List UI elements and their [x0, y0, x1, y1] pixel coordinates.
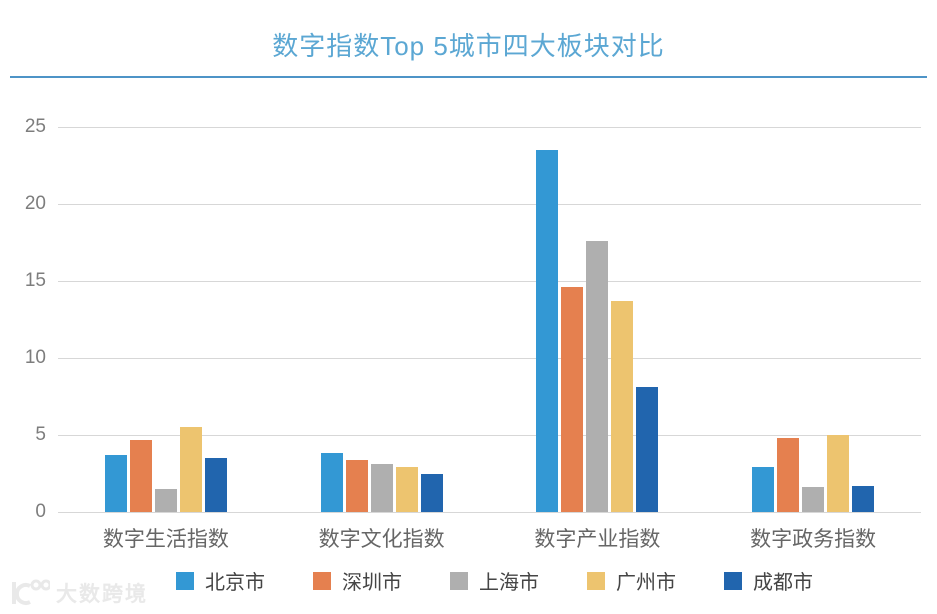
y-axis-tick-label: 5	[35, 424, 46, 445]
watermark-logo-icon	[12, 579, 50, 605]
x-axis-category-label: 数字产业指数	[534, 528, 661, 551]
legend-item: 广州市	[587, 566, 676, 595]
legend-swatch	[176, 571, 194, 590]
title-divider	[10, 76, 927, 78]
x-axis-category-label: 数字政务指数	[750, 528, 877, 551]
gridline	[58, 204, 921, 205]
watermark-text: 大数跨境	[56, 583, 148, 606]
chart-title: 数字指数Top 5城市四大板块对比	[272, 31, 665, 61]
legend-swatch	[587, 571, 605, 590]
legend-swatch	[450, 571, 468, 590]
bar	[586, 240, 609, 512]
bar	[104, 455, 127, 512]
y-axis-tick-label: 25	[24, 116, 46, 137]
legend-swatch	[313, 571, 331, 590]
gridline	[58, 435, 921, 436]
legend-label: 深圳市	[342, 572, 402, 594]
bar	[611, 301, 634, 512]
bar	[395, 467, 418, 512]
legend-label: 上海市	[479, 572, 539, 594]
bar	[420, 473, 443, 512]
legend-label: 北京市	[205, 572, 265, 594]
legend-label: 成都市	[753, 572, 813, 594]
bar	[129, 439, 152, 512]
x-axis-category-label: 数字文化指数	[318, 528, 445, 551]
bar	[204, 458, 227, 512]
bar	[636, 387, 659, 512]
bar	[852, 485, 875, 512]
gridline	[58, 281, 921, 282]
legend-item: 北京市	[176, 566, 265, 595]
bar	[561, 287, 584, 512]
gridline	[58, 358, 921, 359]
gridline	[58, 512, 921, 513]
bar	[370, 464, 393, 512]
legend: 北京市 深圳市 上海市 广州市 成都市	[26, 566, 937, 595]
y-axis-tick-label: 15	[24, 270, 46, 291]
bar	[827, 435, 850, 512]
bar	[320, 453, 343, 512]
bar	[802, 487, 825, 512]
bar	[179, 427, 202, 512]
legend-item: 成都市	[724, 566, 813, 595]
bar	[154, 488, 177, 512]
y-axis-tick-label: 0	[35, 501, 46, 522]
legend-swatch	[724, 571, 742, 590]
bar	[345, 459, 368, 512]
bar	[752, 467, 775, 512]
legend-label: 广州市	[616, 572, 676, 594]
legend-item: 深圳市	[313, 566, 402, 595]
legend-item: 上海市	[450, 566, 539, 595]
gridline	[58, 127, 921, 128]
bar	[536, 150, 559, 512]
bar	[777, 438, 800, 512]
y-axis-tick-label: 10	[24, 347, 46, 368]
x-axis-category-label: 数字生活指数	[102, 528, 229, 551]
watermark: 大数跨境	[6, 578, 148, 608]
y-axis-tick-label: 20	[24, 193, 46, 214]
